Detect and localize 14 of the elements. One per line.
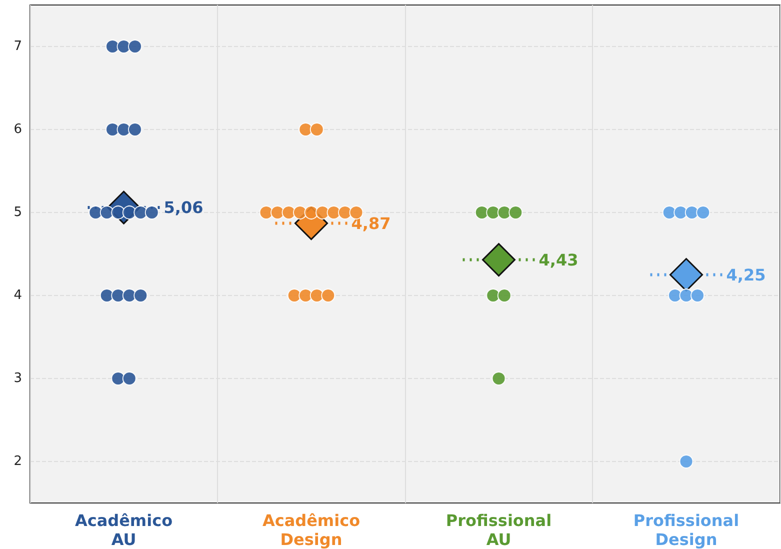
x-tick-label: Profissional Design bbox=[633, 511, 740, 549]
x-tick-label: Acadêmico Design bbox=[262, 511, 360, 549]
y-tick-label: 4 bbox=[14, 288, 22, 303]
data-label: 4,43 bbox=[538, 250, 578, 270]
x-tick-label: Profissional AU bbox=[446, 511, 552, 549]
y-tick-label: 7 bbox=[14, 39, 22, 54]
y-tick-label: 6 bbox=[14, 122, 22, 137]
y-tick-label: 3 bbox=[14, 371, 22, 386]
y-tick-label: 5 bbox=[14, 205, 22, 220]
x-tick-label: Acadêmico AU bbox=[74, 511, 173, 549]
data-label: 4,87 bbox=[351, 214, 391, 233]
data-label: 4,25 bbox=[726, 265, 766, 284]
data-label: 5,06 bbox=[164, 198, 204, 218]
y-tick-label: 2 bbox=[14, 454, 22, 469]
